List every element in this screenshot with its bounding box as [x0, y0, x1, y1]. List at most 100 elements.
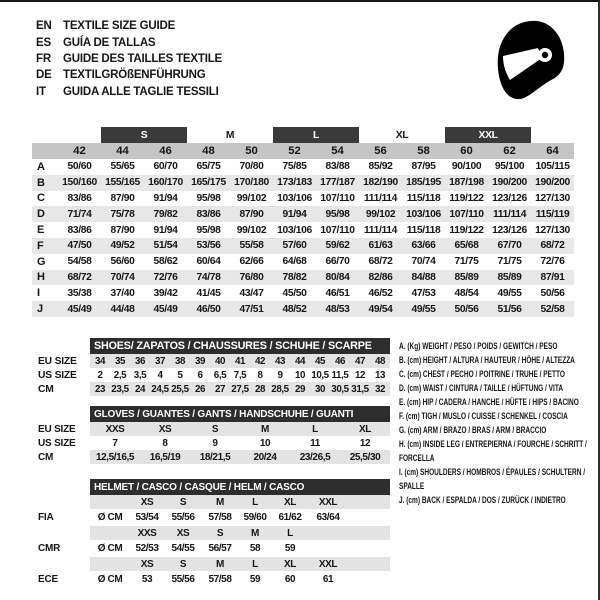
measure-value: 50/56 [540, 287, 565, 299]
measure-row-label: F [32, 237, 58, 254]
helmet-title: HELMET / CASCO / CASQUE / HELM / CASCO [90, 479, 391, 495]
helmet-value: 61 [322, 574, 334, 585]
measure-value: 71/75 [497, 256, 522, 268]
spacer [90, 557, 130, 571]
measure-value: 49/54 [359, 301, 403, 317]
measure-value: 115/118 [406, 192, 441, 204]
measure-value: 53/56 [187, 237, 230, 254]
measure-value: 71/75 [454, 256, 479, 268]
measure-value: 64/68 [282, 256, 307, 268]
helmet-size-label: L [238, 557, 272, 571]
helmet-size-label: XS [164, 526, 202, 540]
size-value: 11 [310, 437, 320, 449]
measure-value: 47/51 [230, 301, 274, 317]
helmet-value: 52/53 [135, 543, 159, 554]
filler [348, 495, 391, 509]
legend-item: B. (cm) HEIGHT / ALTURA / HAUTEUR / HÖHE… [399, 355, 575, 366]
measure-value: 83/86 [67, 192, 92, 204]
standard-label: CMR [38, 543, 61, 554]
shoes-table: SHOES/ ZAPATOS / CHAUSSURES / SCHUHE / S… [32, 338, 391, 396]
measure-value: 119/122 [449, 192, 484, 204]
measure-value: 48/52 [273, 301, 317, 317]
language-code: ES [36, 36, 51, 49]
measure-value: 37/40 [110, 287, 135, 299]
size-value: 32 [370, 382, 391, 396]
helmet-table-body: HELMET / CASCO / CASQUE / HELM / CASCO X… [32, 479, 391, 588]
measure-value: 50/56 [445, 301, 489, 317]
size-value: 43 [270, 354, 290, 368]
measure-value: 49/52 [101, 237, 144, 254]
size-value: 30 [310, 382, 330, 396]
measure-row-label: E [37, 224, 45, 237]
helmet-size-label: XXL [308, 495, 348, 509]
size-value: L [290, 422, 340, 436]
helmet-size-row: XS S M L XL XXL [32, 557, 391, 571]
size-value: 16,5/19 [140, 450, 190, 464]
helmet-size-label: XL [272, 557, 308, 571]
guide-title: TEXTILE SIZE GUIDE [63, 20, 176, 33]
measure-value: 75/78 [101, 206, 144, 223]
measure-value: 165/175 [187, 174, 230, 191]
language-code: DE [36, 69, 52, 82]
size-value: 25,5 [170, 382, 190, 396]
guide-title: GUIDA ALLE TAGLIE TESSILI [63, 85, 219, 98]
measure-row-b: B 150/160 155/165 160/170 165/175 170/180 173/… [32, 174, 575, 191]
measure-value: 39/42 [153, 287, 178, 299]
shoes-us-row: US SIZE 2 2,5 3,5 4 5 6 6,5 7,5 8 9 10 10,5 11,5 12 13 [32, 368, 390, 382]
size-value: 37 [150, 354, 170, 368]
measure-value: 107/110 [445, 206, 489, 223]
measure-value: 95/100 [494, 161, 525, 173]
language-row: FR GUIDE DES TAILLES TEXTILE [36, 51, 222, 67]
gloves-table: GLOVES / GUANTES / GANTS / HANDSCHUHE / … [32, 406, 390, 464]
size-value: S [190, 422, 240, 436]
size-value: 18/21,5 [190, 450, 240, 464]
size-value: 36 [130, 354, 150, 368]
measure-value: 150/160 [58, 174, 101, 191]
helmet-size-label: XL [272, 495, 308, 509]
size-value: 5 [177, 369, 183, 381]
measure-value: 173/183 [273, 174, 317, 191]
helmet-value: 53/54 [135, 512, 159, 523]
size-value: 20/24 [240, 450, 290, 464]
textile-table-body: A 50/60 55/65 60/70 65/75 70/80 75/85 83/88 85/9… [32, 159, 575, 317]
measure-row-g: G 54/58 56/60 58/62 60/64 62/66 64/68 66/70 68/7… [32, 254, 574, 270]
size-value: 29 [290, 382, 310, 396]
measure-value: 155/165 [101, 174, 144, 191]
size-number: 42 [58, 143, 101, 159]
measure-value: 107/110 [320, 192, 355, 204]
helmet-size-row: XXS XS S M L [32, 526, 391, 540]
legend-item: C. (cm) CHEST / PECHO / POITRINE / TRUHE… [399, 369, 565, 380]
measure-row-a: A 50/60 55/65 60/70 65/75 70/80 75/85 83/88 85/9… [32, 159, 574, 175]
measure-value: 185/195 [402, 174, 446, 191]
spacer [32, 479, 90, 495]
measure-value: 48/53 [316, 301, 360, 317]
measure-row-label: G [37, 255, 46, 268]
size-value: 13 [374, 369, 386, 381]
language-row: ES GUÍA DE TALLAS [36, 34, 222, 50]
size-value: 35 [110, 354, 130, 368]
measure-value: 51/54 [144, 237, 187, 254]
helmet-value: 59 [284, 543, 296, 554]
size-band-s: S [101, 127, 187, 143]
measure-value: 49/55 [402, 301, 446, 317]
measure-value: 54/58 [67, 256, 92, 268]
measure-row-h: H 68/72 70/74 72/76 74/78 76/80 78/82 80/84 82/8… [32, 269, 575, 286]
helmet-value: 54/55 [171, 543, 195, 554]
shoes-cm-row: CM 23 23,5 24 24,5 25,5 26 27 27,5 28 28,5 29 30 30,5… [32, 382, 391, 396]
helmet-size-label: XS [130, 495, 164, 509]
helmet-size-label: XXL [308, 557, 348, 571]
size-value: 27 [210, 382, 230, 396]
measure-value: 87/91 [531, 269, 575, 286]
size-value: 27,5 [230, 382, 250, 396]
size-number: 56 [359, 143, 403, 159]
measure-value: 48/54 [454, 287, 479, 299]
size-value: 6 [197, 369, 203, 381]
gloves-title: GLOVES / GUANTES / GANTS / HANDSCHUHE / … [90, 406, 390, 422]
helmet-header-row: HELMET / CASCO / CASQUE / HELM / CASCO [32, 479, 391, 495]
measure-value: 91/94 [273, 206, 317, 223]
size-value: 23/26,5 [290, 450, 340, 464]
measure-row-label: H [32, 269, 58, 286]
size-value: 4 [157, 369, 163, 381]
helmet-size-label: XXS [130, 526, 164, 540]
